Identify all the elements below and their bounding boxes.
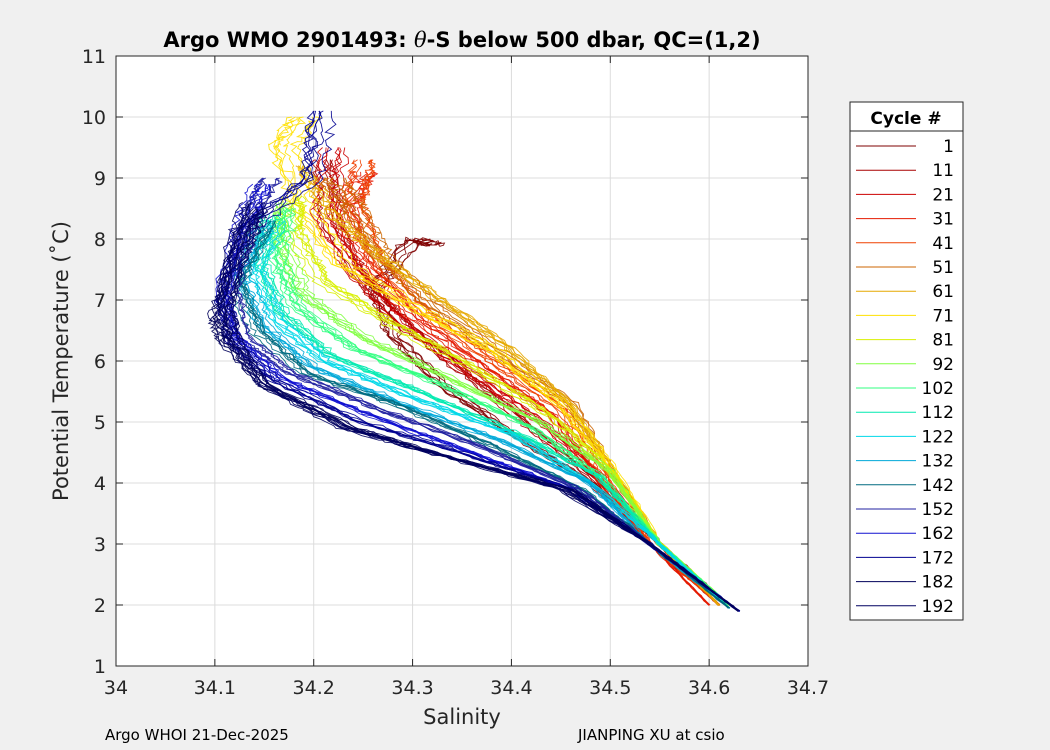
legend-label-122: 122 bbox=[922, 427, 954, 447]
profile-curve-cycle-182 bbox=[221, 208, 738, 612]
chart-title: Argo WMO 2901493: θ-S below 500 dbar, QC… bbox=[163, 28, 760, 52]
legend-label-11: 11 bbox=[932, 161, 954, 181]
profile-curve-cycle-71 bbox=[289, 116, 729, 606]
profile-curve-cycle-71 bbox=[297, 116, 730, 606]
x-tick-label: 34.7 bbox=[787, 677, 829, 699]
title-theta: θ bbox=[414, 28, 427, 52]
profile-curve-cycle-122 bbox=[259, 220, 729, 608]
title-suffix: -S below 500 dbar, QC=(1,2) bbox=[427, 28, 761, 52]
legend-label-61: 61 bbox=[932, 282, 954, 302]
profile-curve-cycle-102 bbox=[274, 208, 731, 605]
legend-label-102: 102 bbox=[922, 379, 954, 399]
legend-label-182: 182 bbox=[922, 573, 954, 593]
legend-label-21: 21 bbox=[932, 185, 954, 205]
legend-title: Cycle # bbox=[870, 109, 941, 129]
legend-entries: 1112131415161718192102112122132142152162… bbox=[856, 137, 954, 617]
y-tick-label: 10 bbox=[82, 107, 106, 129]
profile-curve-cycle-102 bbox=[282, 208, 730, 606]
legend-label-192: 192 bbox=[922, 597, 954, 617]
y-tick-label: 7 bbox=[94, 290, 106, 312]
x-tick-label: 34.5 bbox=[589, 677, 631, 699]
profile-curve-cycle-132 bbox=[248, 226, 729, 609]
x-tick-label: 34.1 bbox=[194, 677, 236, 699]
legend-label-1: 1 bbox=[943, 137, 954, 157]
legend-label-112: 112 bbox=[922, 403, 954, 423]
x-tick-label: 34 bbox=[104, 677, 128, 699]
profile-curve-cycle-142 bbox=[239, 220, 729, 609]
legend-label-92: 92 bbox=[932, 355, 954, 375]
footer-left: Argo WHOI 21-Dec-2025 bbox=[105, 726, 289, 744]
x-tick-label: 34.4 bbox=[490, 677, 532, 699]
title-prefix: Argo WMO 2901493: bbox=[163, 28, 414, 52]
legend-label-132: 132 bbox=[922, 452, 954, 472]
legend-label-142: 142 bbox=[922, 476, 954, 496]
legend-label-41: 41 bbox=[932, 234, 954, 254]
legend-label-31: 31 bbox=[932, 210, 954, 230]
profile-curve-cycle-152 bbox=[234, 177, 740, 612]
y-tick-label: 3 bbox=[94, 534, 106, 556]
legend-label-81: 81 bbox=[932, 331, 954, 351]
legend-label-51: 51 bbox=[932, 258, 954, 278]
legend-label-172: 172 bbox=[922, 548, 954, 568]
profile-curve-cycle-192 bbox=[221, 202, 739, 611]
y-tick-label: 6 bbox=[94, 351, 106, 373]
profile-curve-cycle-112 bbox=[262, 214, 730, 609]
y-tick-label: 4 bbox=[94, 473, 106, 495]
x-tick-label: 34.6 bbox=[688, 677, 730, 699]
legend-label-152: 152 bbox=[922, 500, 954, 520]
y-tick-label: 8 bbox=[94, 229, 106, 251]
ticks: 34 34.1 34.2 34.3 34.4 34.5 34.6 34.71234567891… bbox=[82, 46, 829, 699]
y-tick-label: 5 bbox=[94, 412, 106, 434]
y-tick-label: 1 bbox=[94, 656, 106, 678]
y-tick-label: 2 bbox=[94, 595, 106, 617]
footer-right: JIANPING XU at csio bbox=[577, 726, 725, 744]
profile-curve-cycle-122 bbox=[247, 220, 729, 609]
x-tick-label: 34.3 bbox=[391, 677, 433, 699]
profile-curve-cycle-81 bbox=[292, 196, 729, 606]
x-axis-label: Salinity bbox=[423, 705, 501, 729]
legend: Cycle # 11121314151617181921021121221321… bbox=[849, 101, 964, 621]
x-tick-label: 34.2 bbox=[293, 677, 335, 699]
y-tick-label: 11 bbox=[82, 46, 106, 68]
profile-curve-cycle-192 bbox=[217, 202, 739, 612]
profile-curve-cycle-192 bbox=[226, 202, 740, 612]
profile-curve-cycle-61 bbox=[301, 165, 721, 606]
curves bbox=[207, 110, 741, 612]
legend-label-162: 162 bbox=[922, 524, 954, 544]
y-tick-label: 9 bbox=[94, 168, 106, 190]
legend-label-71: 71 bbox=[932, 306, 954, 326]
y-axis-label: Potential Temperature (˚C) bbox=[49, 221, 73, 501]
